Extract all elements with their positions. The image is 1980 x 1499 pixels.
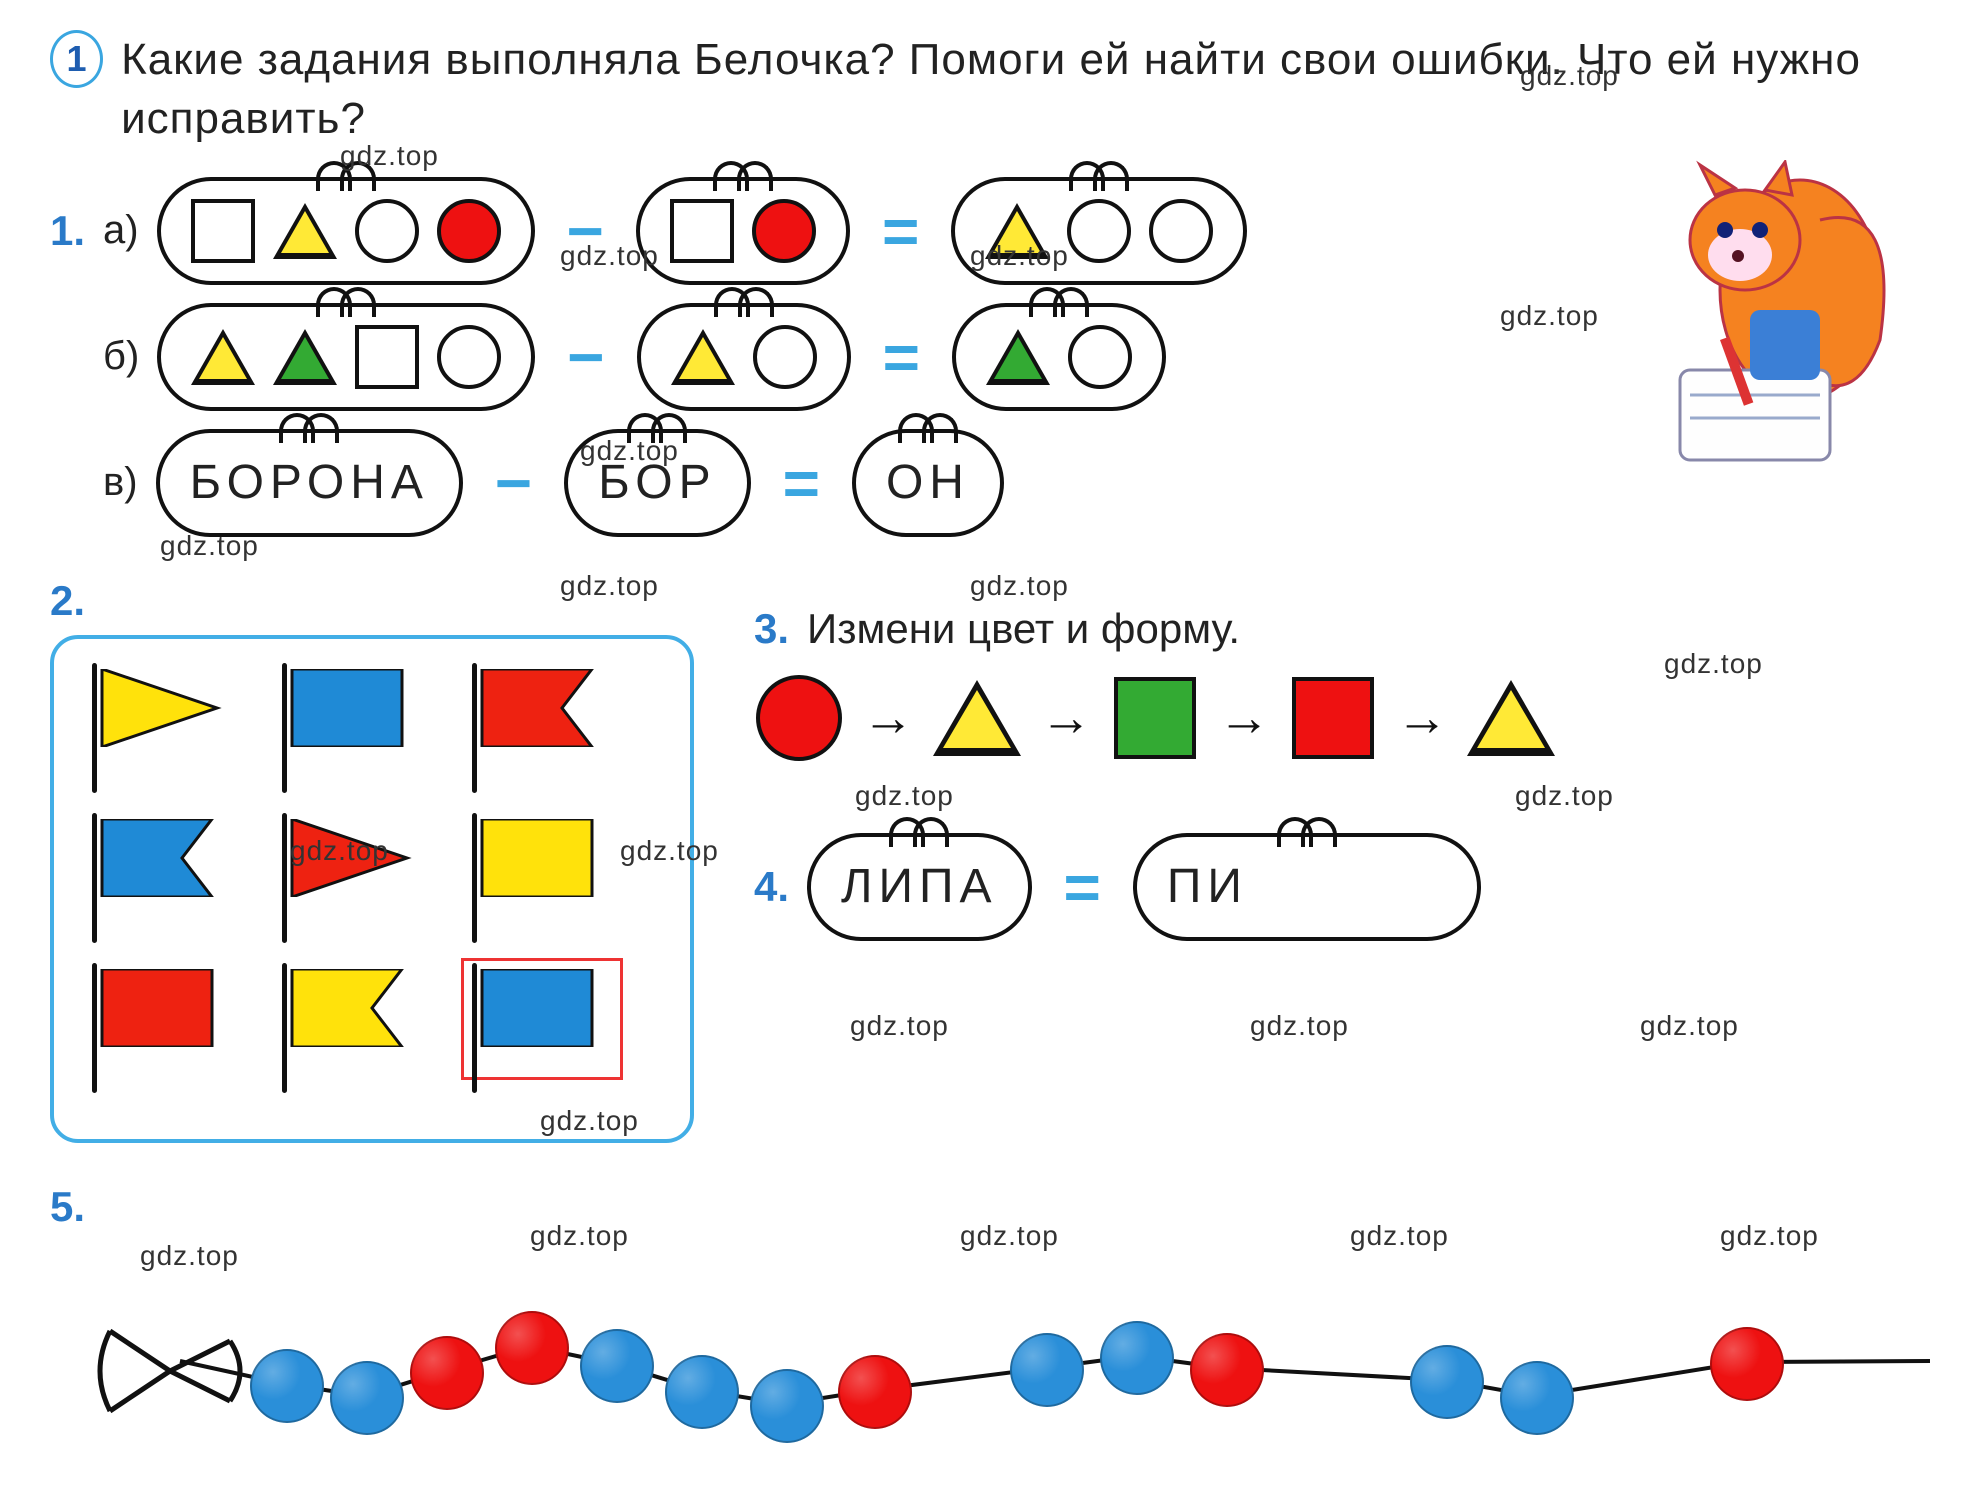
bead [1010, 1333, 1084, 1407]
flag [472, 969, 612, 1069]
bead [1100, 1321, 1174, 1395]
equals-icon: = [869, 320, 934, 394]
equals-icon: = [868, 194, 933, 268]
bag [637, 303, 851, 411]
bead [410, 1336, 484, 1410]
arrow-icon: → [852, 688, 924, 748]
arrow-icon: → [1386, 688, 1458, 748]
equals-icon: = [1050, 850, 1115, 924]
intro: 1 Какие задания выполняла Белочка? Помог… [50, 30, 1930, 149]
bead [580, 1329, 654, 1403]
bag: ЛИПА [807, 833, 1032, 941]
row-a-label: а) [103, 208, 139, 253]
task5-num: 5. [50, 1183, 85, 1231]
bead [750, 1369, 824, 1443]
question-number: 1 [50, 30, 103, 88]
arrow-icon: → [1030, 688, 1102, 748]
word: БОР [598, 455, 716, 510]
word: ОН [886, 455, 970, 510]
minus-icon: − [553, 320, 618, 394]
bead [838, 1355, 912, 1429]
bead [495, 1311, 569, 1385]
bag [157, 303, 535, 411]
flag-grid [50, 635, 694, 1143]
row-c-label: в) [103, 460, 138, 505]
flag [472, 669, 612, 769]
bead [1190, 1333, 1264, 1407]
arrow-icon: → [1208, 688, 1280, 748]
bead [250, 1349, 324, 1423]
row-b-label: б) [103, 334, 139, 379]
flag [92, 669, 232, 769]
bead [1710, 1327, 1784, 1401]
bead [1500, 1361, 1574, 1435]
task1-num: 1. [50, 207, 85, 255]
bag [157, 177, 535, 285]
flag [472, 819, 612, 919]
task4-num: 4. [754, 863, 789, 911]
bag: БОРОНА [156, 429, 463, 537]
minus-icon: − [481, 446, 546, 520]
flag [282, 969, 422, 1069]
minus-icon: − [553, 194, 618, 268]
task3-text: Измени цвет и форму. [807, 605, 1240, 653]
intro-text: Какие задания выполняла Белочка? Помоги … [121, 30, 1930, 149]
bag [636, 177, 850, 285]
watermark: gdz.top [140, 1240, 239, 1272]
flag [282, 819, 422, 919]
task-2: 2. [50, 577, 694, 1143]
equals-icon: = [769, 446, 834, 520]
bead-string [50, 1291, 1930, 1431]
bag: ОН [852, 429, 1004, 537]
shape-sequence: → → → → [754, 673, 1930, 763]
bead [330, 1361, 404, 1435]
bead [665, 1355, 739, 1429]
flag [282, 669, 422, 769]
flag [92, 969, 232, 1069]
word: ПИ [1167, 859, 1248, 914]
word: ЛИПА [841, 859, 998, 914]
bag: ПИ [1133, 833, 1481, 941]
task3-num: 3. [754, 605, 789, 653]
task2-num: 2. [50, 577, 85, 625]
bag [952, 303, 1166, 411]
word: БОРОНА [190, 455, 429, 510]
bag [951, 177, 1247, 285]
bead [1410, 1345, 1484, 1419]
squirrel-icon [1620, 160, 1900, 490]
flag [92, 819, 232, 919]
bag: БОР [564, 429, 750, 537]
bow-icon [70, 1301, 250, 1441]
